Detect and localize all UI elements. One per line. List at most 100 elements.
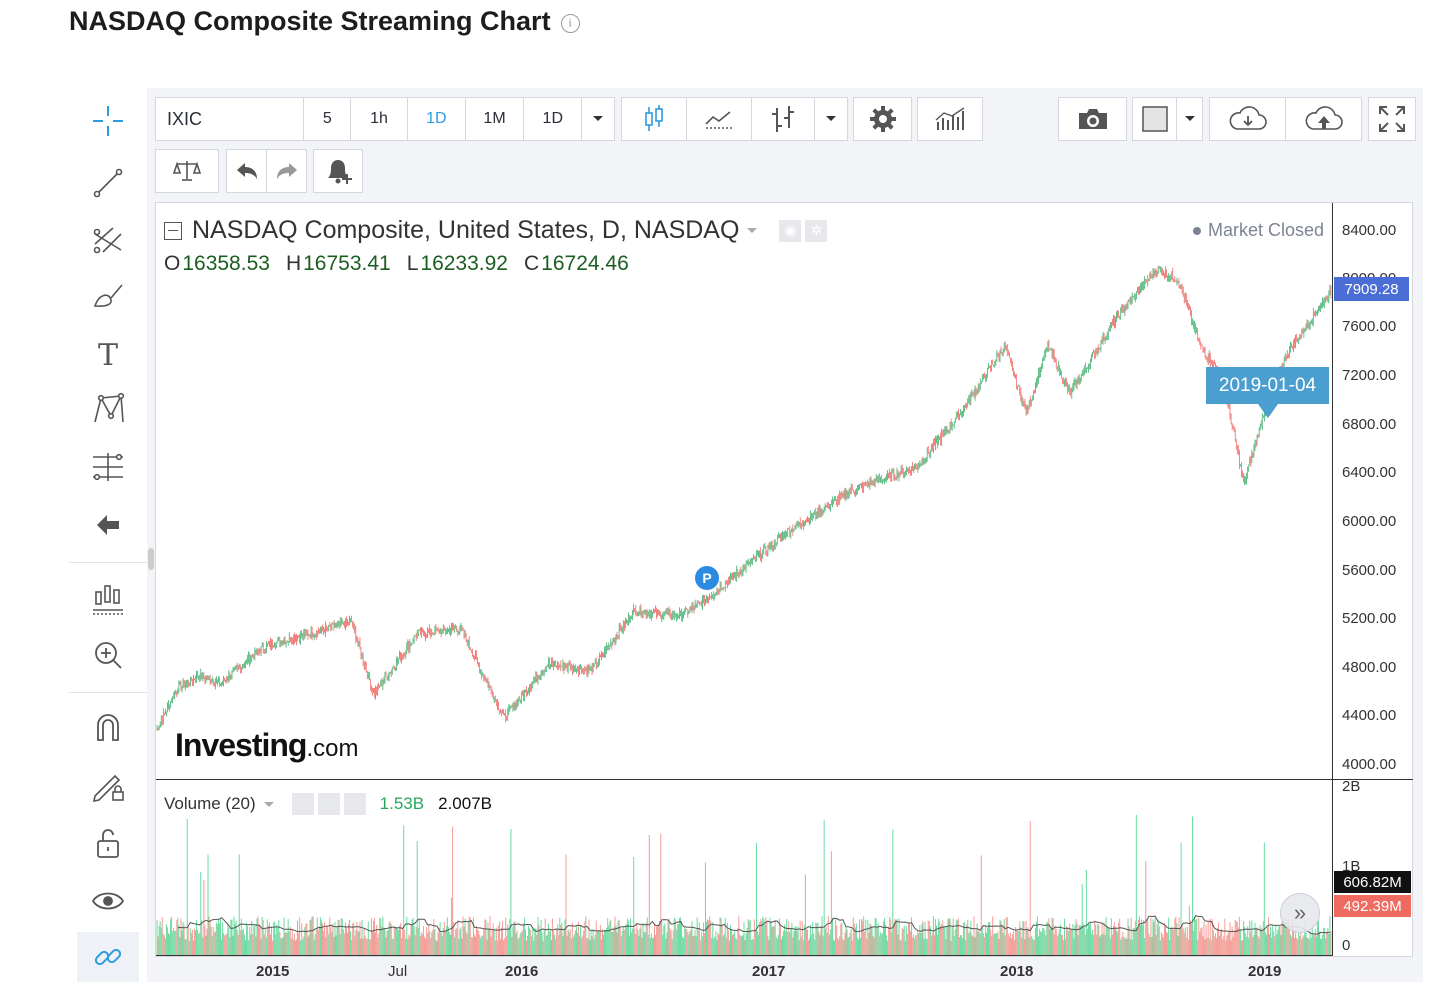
volume-bar	[328, 934, 330, 955]
bars-icon[interactable]	[752, 98, 815, 140]
magnet-icon[interactable]	[77, 702, 139, 752]
volume-bar	[193, 928, 196, 955]
legend-settings-icon[interactable]: ✲	[805, 219, 828, 242]
volume-settings-icon[interactable]	[317, 793, 340, 815]
volume-bar	[385, 937, 387, 955]
volume-bar	[649, 937, 651, 955]
line-chart-icon[interactable]	[687, 98, 752, 140]
interval-1d[interactable]: 1D	[408, 98, 466, 140]
color-box-icon[interactable]	[1133, 98, 1177, 140]
eye-toggle-icon[interactable]	[291, 793, 314, 815]
volume-bar	[428, 924, 430, 955]
chart-type-dropdown[interactable]	[815, 98, 847, 140]
volume-bar	[399, 925, 401, 955]
volume-bar	[281, 938, 283, 955]
volume-bar	[1101, 922, 1103, 955]
volume-bar	[542, 940, 544, 955]
volume-bar	[959, 935, 961, 955]
chevron-down-icon[interactable]	[747, 228, 758, 233]
sidebar-resize-handle[interactable]	[148, 548, 154, 570]
symbol-input[interactable]: IXIC	[156, 98, 305, 140]
color-dropdown[interactable]	[1177, 98, 1202, 140]
collapse-legend-icon[interactable]	[164, 221, 182, 240]
volume-bar	[689, 931, 691, 955]
interval-5[interactable]: 5	[304, 98, 352, 140]
cloud-upload-icon[interactable]	[1286, 98, 1361, 140]
volume-bar	[1202, 936, 1204, 955]
volume-bar	[586, 937, 588, 955]
link-icon[interactable]	[77, 932, 139, 982]
volume-bar	[1111, 934, 1113, 955]
volume-bar	[1071, 929, 1073, 955]
status-dot-icon	[1193, 226, 1201, 235]
price-chart[interactable]	[156, 203, 1332, 778]
volume-bar	[861, 919, 863, 955]
long-short-icon[interactable]	[77, 574, 139, 624]
volume-bar	[801, 921, 803, 955]
redo-icon[interactable]	[267, 150, 306, 192]
volume-bar	[691, 921, 693, 955]
scale-icon[interactable]	[156, 150, 218, 192]
volume-bar	[254, 924, 256, 955]
fib-icon[interactable]	[77, 442, 139, 492]
info-icon[interactable]: i	[560, 13, 580, 33]
volume-bar	[384, 928, 386, 955]
volume-chart[interactable]	[156, 780, 1332, 955]
pattern-icon[interactable]	[77, 384, 139, 434]
event-marker-badge[interactable]: P	[695, 566, 719, 590]
volume-bar	[957, 918, 959, 955]
volume-bar	[344, 922, 346, 955]
volume-bar	[900, 939, 902, 955]
volume-bar	[699, 940, 701, 955]
volume-bar	[173, 927, 175, 955]
unlock-icon[interactable]	[77, 818, 139, 868]
volume-bar	[830, 851, 832, 955]
pitchfork-icon[interactable]	[77, 214, 139, 264]
volume-bar	[1260, 927, 1262, 955]
eye-toggle-icon[interactable]: ◉	[779, 219, 802, 242]
volume-bar	[368, 938, 370, 955]
volume-bar	[1279, 926, 1281, 955]
volume-bar	[236, 929, 238, 955]
open-label: O	[164, 252, 181, 275]
volume-bar	[1002, 933, 1004, 955]
volume-bar	[809, 937, 811, 955]
close-icon[interactable]	[343, 793, 366, 815]
fullscreen-icon[interactable]	[1369, 98, 1415, 140]
chart-type-toolbar	[621, 97, 848, 141]
interval-1h[interactable]: 1h	[351, 98, 408, 140]
chevron-down-icon[interactable]	[263, 801, 274, 807]
cloud-download-icon[interactable]	[1210, 98, 1286, 140]
interval-1m[interactable]: 1M	[466, 98, 525, 140]
brush-icon[interactable]	[77, 270, 139, 320]
alert-add-icon[interactable]	[314, 150, 362, 192]
indicators-icon[interactable]	[918, 98, 982, 140]
volume-bar	[522, 923, 524, 955]
price-axis-label: 4400.00	[1342, 707, 1397, 724]
volume-bar	[559, 917, 561, 955]
back-arrow-icon[interactable]	[77, 500, 139, 550]
volume-bar	[1209, 918, 1211, 955]
crosshair-icon[interactable]	[77, 96, 139, 146]
volume-bar	[1129, 939, 1131, 955]
time-axis-line	[156, 955, 1333, 956]
text-icon[interactable]: T	[77, 328, 139, 378]
candles-icon[interactable]	[622, 98, 687, 140]
volume-bar	[1226, 935, 1228, 955]
svg-text:T: T	[98, 338, 118, 372]
volume-bar	[235, 920, 237, 955]
camera-icon[interactable]	[1059, 98, 1126, 140]
chart-panel[interactable]	[155, 202, 1413, 957]
volume-bar	[357, 930, 359, 955]
gear-icon[interactable]	[854, 98, 911, 140]
zoom-in-icon[interactable]	[77, 630, 139, 680]
undo-icon[interactable]	[227, 150, 267, 192]
scroll-to-realtime-button[interactable]: »	[1280, 893, 1320, 933]
trend-line-icon[interactable]	[77, 158, 139, 208]
volume-bar	[998, 939, 1000, 955]
volume-bar	[374, 918, 376, 955]
interval-dropdown[interactable]	[582, 98, 614, 140]
lock-drawing-icon[interactable]	[77, 760, 139, 810]
eye-icon[interactable]	[77, 876, 139, 926]
interval-1d-alt[interactable]: 1D	[524, 98, 583, 140]
